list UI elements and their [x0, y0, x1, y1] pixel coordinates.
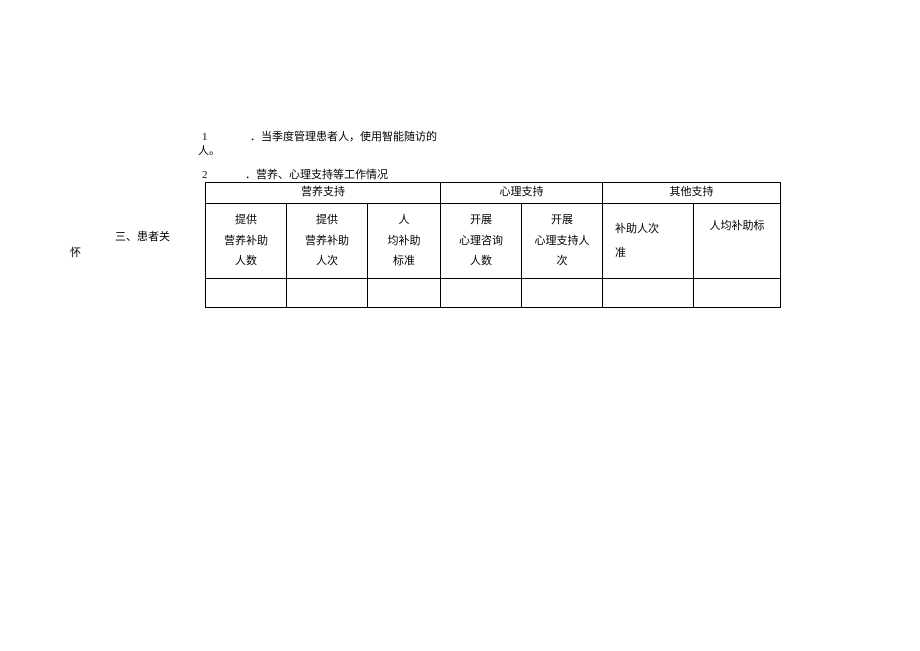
- item-1-row: 1 ．当季度管理患者人，使用智能随访的 人。: [70, 130, 870, 160]
- col-7-header: 人均补助标: [694, 204, 781, 279]
- table-data-row: [206, 279, 781, 308]
- col-1-header: 提供营养补助人数: [206, 204, 287, 279]
- group-other: 其他支持: [603, 183, 781, 204]
- data-cell-7: [694, 279, 781, 308]
- col-2-header: 提供营养补助人次: [287, 204, 368, 279]
- support-table: 营养支持 心理支持 其他支持 提供营养补助人数 提供营养补助人次 人均补助标准 …: [205, 182, 781, 308]
- data-cell-5: [522, 279, 603, 308]
- item-1-continuation: 人。: [198, 144, 220, 159]
- col-3-header: 人均补助标准: [368, 204, 441, 279]
- data-cell-1: [206, 279, 287, 308]
- col-6-header: 补助人次准: [603, 204, 694, 279]
- data-cell-2: [287, 279, 368, 308]
- table-group-row: 营养支持 心理支持 其他支持: [206, 183, 781, 204]
- table-header-row: 提供营养补助人数 提供营养补助人次 人均补助标准 开展心理咨询人数 开展心理支持…: [206, 204, 781, 279]
- col-5-header: 开展心理支持人次: [522, 204, 603, 279]
- section-label-continuation: 怀: [70, 246, 81, 261]
- group-nutrition: 营养支持: [206, 183, 441, 204]
- data-cell-3: [368, 279, 441, 308]
- item-1-text: ．当季度管理患者人，使用智能随访的: [250, 130, 437, 145]
- document-content: 1 ．当季度管理患者人，使用智能随访的 人。 2 ．营养、心理支持等工作情况 三…: [70, 130, 870, 182]
- data-cell-6: [603, 279, 694, 308]
- item-2-row: 2 ．营养、心理支持等工作情况: [70, 168, 870, 182]
- section-label: 三、患者关: [115, 230, 170, 245]
- group-psych: 心理支持: [441, 183, 603, 204]
- col-4-header: 开展心理咨询人数: [441, 204, 522, 279]
- data-cell-4: [441, 279, 522, 308]
